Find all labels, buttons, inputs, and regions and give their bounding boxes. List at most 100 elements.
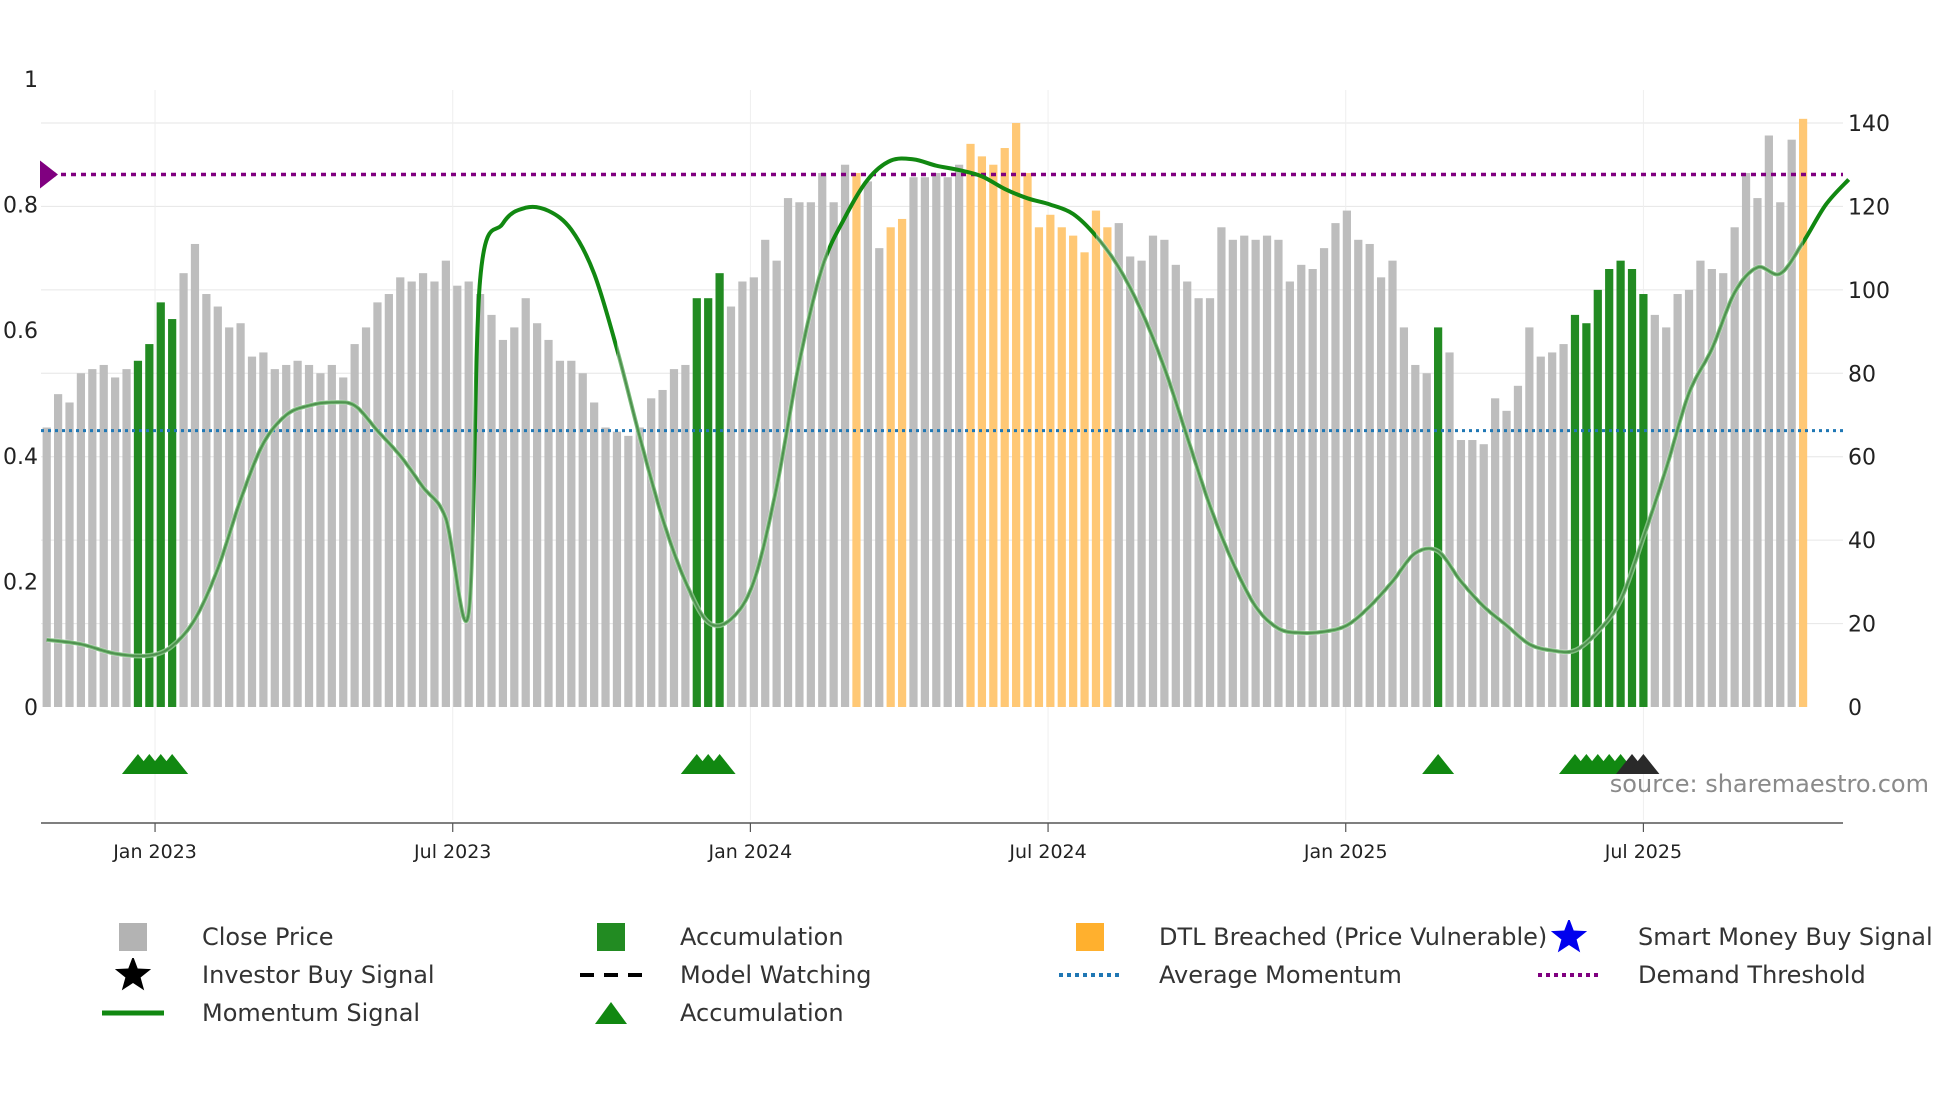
- close-price-bar: [681, 364, 690, 707]
- close-price-bar: [1137, 260, 1146, 707]
- close-price-bar: [783, 198, 793, 708]
- dtl-breached-bar: [1046, 214, 1055, 707]
- line-icon: [102, 1010, 164, 1016]
- close-price-bar: [1342, 210, 1351, 707]
- close-price-bar: [521, 298, 530, 707]
- close-price-bar: [498, 339, 508, 707]
- close-price-bar: [282, 364, 291, 707]
- legend-item: Close Price: [100, 920, 334, 954]
- close-price-bar: [1274, 239, 1283, 708]
- close-price-bar: [601, 427, 610, 707]
- legend-label: Accumulation: [680, 923, 844, 951]
- close-price-bar: [1730, 227, 1739, 708]
- dtl-breached-bar: [1057, 227, 1066, 708]
- close-price-bar: [1308, 269, 1317, 707]
- close-price-bar: [1650, 314, 1659, 707]
- dtl-breached-bar: [1069, 235, 1078, 707]
- close-price-bar: [76, 373, 86, 707]
- legend-item: Accumulation: [578, 996, 844, 1030]
- dotted-line-icon: [1538, 973, 1600, 977]
- legend-label: Close Price: [202, 923, 334, 951]
- x-tick-label: Jan 2024: [708, 841, 793, 863]
- close-price-bar: [1228, 239, 1237, 708]
- close-price-bar: [840, 164, 850, 707]
- close-price-bar: [1684, 289, 1694, 707]
- dtl-breached-bar: [897, 218, 907, 707]
- x-tick-label: Jul 2024: [1008, 841, 1086, 863]
- legend-label: Smart Money Buy Signal: [1638, 923, 1933, 951]
- signal-markers: [121, 754, 1660, 774]
- left-tick-label: 1: [24, 68, 38, 93]
- dashed-line-icon: [580, 973, 642, 977]
- close-price-bar: [955, 164, 964, 707]
- close-price-bar: [909, 177, 918, 707]
- close-price-bar: [795, 202, 804, 707]
- accumulation-marker: [1422, 754, 1455, 774]
- close-price-bar: [1411, 364, 1420, 707]
- close-price-bar: [749, 277, 758, 707]
- dtl-breached-bar: [1103, 227, 1112, 708]
- square-swatch-icon: [119, 923, 147, 951]
- close-price-bar: [578, 373, 587, 707]
- dtl-breached-bar: [1798, 118, 1808, 708]
- close-price-bar: [259, 352, 268, 707]
- accumulation-bar: [1616, 260, 1625, 707]
- close-price-bar: [122, 369, 131, 707]
- close-price-bar: [1376, 277, 1386, 707]
- close-price-bar: [475, 294, 485, 707]
- star-icon: [114, 958, 152, 991]
- close-price-bar: [1319, 248, 1329, 707]
- close-price-bar: [225, 327, 234, 707]
- close-price-bar: [510, 327, 519, 707]
- close-price-bar: [1741, 173, 1751, 708]
- investor-buy-marker: [1627, 754, 1660, 774]
- close-price-bar: [1456, 440, 1466, 707]
- close-price-bar: [806, 202, 815, 707]
- close-price-bar: [441, 260, 450, 707]
- close-price-bar: [1696, 260, 1705, 707]
- accumulation-marker: [156, 754, 189, 774]
- left-tick-label: 0.2: [3, 570, 38, 595]
- close-price-bar: [407, 281, 416, 707]
- accumulation-bar: [1639, 294, 1648, 707]
- close-price-bar: [1262, 235, 1272, 707]
- close-price-bar: [464, 281, 473, 707]
- accumulation-bar: [1434, 327, 1443, 707]
- close-price-bar: [1479, 444, 1488, 707]
- right-tick-label: 100: [1848, 279, 1890, 304]
- close-price-bar: [761, 239, 770, 708]
- dtl-breached-bar: [1034, 227, 1044, 708]
- right-tick-label: 40: [1848, 529, 1876, 554]
- legend-label: Average Momentum: [1159, 961, 1402, 989]
- close-price-bar: [236, 323, 245, 707]
- close-price-bar: [1297, 264, 1306, 707]
- close-price-bar: [875, 248, 884, 707]
- accumulation-bar: [133, 360, 143, 707]
- legend-item: Demand Threshold: [1536, 958, 1866, 992]
- dtl-breached-bar: [886, 227, 895, 708]
- close-price-bar: [373, 302, 382, 707]
- close-price-bar: [920, 177, 929, 707]
- close-price-bars: [42, 118, 1808, 708]
- close-price-bar: [943, 177, 952, 707]
- close-price-bar: [1183, 281, 1192, 707]
- close-price-bar: [863, 181, 872, 707]
- close-price-bar: [430, 281, 439, 707]
- close-price-bar: [384, 294, 393, 707]
- accumulation-bar: [1605, 269, 1614, 707]
- close-price-bar: [202, 294, 211, 707]
- close-price-bar: [1114, 223, 1123, 707]
- x-tick-label: Jul 2023: [413, 841, 491, 863]
- close-price-bar: [1285, 281, 1294, 707]
- square-swatch-icon: [1076, 923, 1104, 951]
- legend-label: Model Watching: [680, 961, 872, 989]
- dtl-breached-bar: [1012, 123, 1021, 707]
- close-price-bar: [1148, 235, 1158, 707]
- dtl-breached-bar: [1080, 252, 1089, 708]
- close-price-bar: [1331, 223, 1340, 707]
- accumulation-bar: [704, 298, 713, 707]
- square-swatch-icon: [597, 923, 625, 951]
- legend-item: Momentum Signal: [100, 996, 420, 1030]
- legend-label: Accumulation: [680, 999, 844, 1027]
- close-price-bar: [1491, 398, 1500, 707]
